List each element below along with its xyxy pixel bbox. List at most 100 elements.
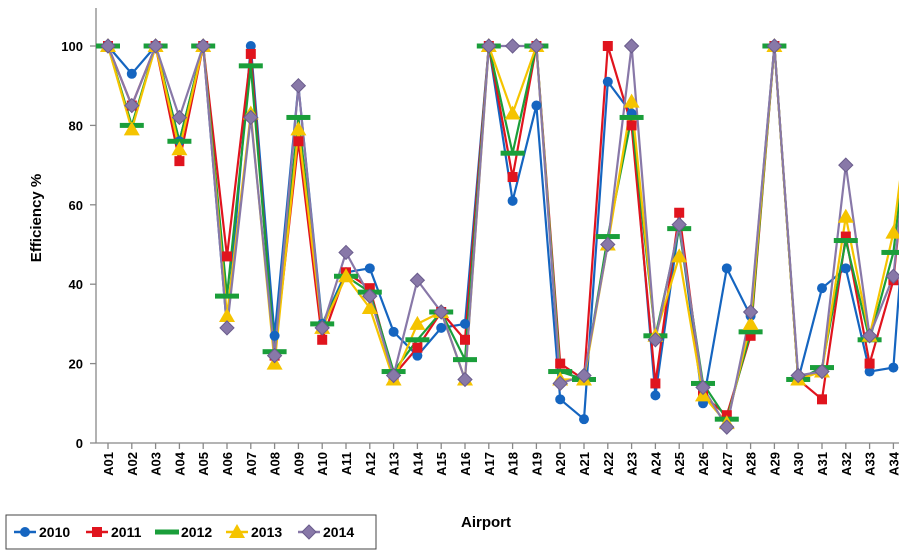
data-point-2014 [171,109,188,126]
data-point-2010 [555,394,566,405]
data-point-2012 [619,114,644,120]
x-tick-label: A07 [244,452,259,476]
data-point-2014 [742,304,759,320]
data-point-2011 [745,330,756,341]
data-point-2010 [864,366,875,377]
legend: 2010 2011 2012 2013 2014 [5,514,377,550]
x-tick-label: A05 [196,452,211,476]
data-point-2012 [286,114,311,120]
legend-label-2010: 2010 [39,524,70,540]
data-point-2010 [507,195,518,206]
data-point-2014 [814,363,830,380]
x-tick-label: A32 [839,452,854,476]
data-point-2014 [409,272,426,288]
x-tick-label: A04 [172,451,187,476]
x-tick-label: A01 [101,452,116,476]
x-tick-label: A29 [767,452,782,476]
y-tick-label: 40 [69,277,83,292]
series-line-2014 [106,44,899,429]
x-tick-label: A23 [625,452,640,476]
series-2010 [107,44,899,421]
data-point-2013 [171,141,188,156]
data-point-2014 [266,347,283,364]
legend-marker-2014 [301,524,317,540]
series-layer [96,38,899,435]
series-line-2010 [107,44,899,421]
y-tick-label: 60 [69,198,83,213]
data-point-2013 [837,208,854,223]
data-point-2014 [481,38,497,54]
data-point-2012 [453,357,477,363]
x-tick-label: A08 [268,452,283,476]
y-ticks: 0 20 40 60 80 100 [61,39,96,451]
data-point-2014 [671,216,687,233]
data-point-2012 [833,238,858,244]
data-point-2014 [528,38,545,54]
series-2013 [106,44,899,425]
x-tick-label: A13 [387,452,402,476]
x-tick-label: A34 [886,451,899,476]
data-point-2014 [385,367,402,384]
series-2012 [106,44,899,421]
x-tick-label: A02 [125,452,140,476]
x-tick-label: A19 [529,452,544,476]
series-2014 [106,44,899,429]
x-tick-label: A22 [601,452,616,476]
x-tick-label: A15 [434,452,449,476]
x-tick-label: A27 [720,452,735,476]
data-point-2013 [623,93,640,108]
x-ticks: A01 A02 A03 A04 A05 A06 A07 A08 A09 A10 A11 A12 A13 A… [101,443,899,476]
data-point-2014 [790,367,806,384]
data-point-2014 [219,320,235,336]
data-point-2010 [650,390,661,401]
data-point-2014 [885,268,899,284]
data-point-2013 [504,105,521,120]
legend-marker-2010 [20,527,30,537]
data-point-2013 [361,300,378,315]
data-point-2014 [766,38,783,54]
data-point-2011 [460,334,470,345]
x-tick-label: A11 [339,452,354,475]
data-point-2012 [238,63,263,69]
data-point-2013 [409,315,426,330]
series-markers-2014 [100,38,899,435]
data-point-2014 [600,236,616,253]
x-tick-label: A06 [220,452,235,476]
data-point-2010 [460,318,470,329]
data-point-2013 [290,121,307,136]
x-tick-label: A18 [506,452,521,476]
legend-label-2012: 2012 [181,524,212,540]
legend-marker-2013 [229,524,245,538]
data-point-2011 [245,48,256,59]
data-point-2013 [671,248,688,263]
x-tick-label: A14 [410,451,425,476]
data-point-2012 [405,337,430,343]
data-point-2014 [861,328,878,344]
x-tick-label: A28 [744,452,759,476]
data-point-2010 [579,414,589,425]
x-tick-label: A26 [696,452,711,476]
data-point-2011 [674,207,685,218]
data-point-2011 [174,156,185,167]
data-point-2010 [721,263,732,274]
data-point-2014 [433,304,449,320]
data-point-2014 [147,38,164,54]
data-point-2014 [504,38,521,54]
data-point-2010 [602,76,613,87]
y-tick-label: 20 [69,357,83,372]
data-point-2011 [650,378,661,389]
data-point-2011 [364,283,375,294]
x-tick-label: A24 [648,451,663,476]
data-point-2010 [436,322,447,333]
data-point-2010 [245,41,256,51]
series-line-2011 [106,44,899,417]
data-point-2010 [388,326,399,337]
legend-label-2011: 2011 [111,524,142,540]
data-point-2011 [626,120,637,131]
x-axis-title: Airport [461,514,511,531]
data-point-2011 [293,136,304,147]
x-tick-label: A33 [863,452,878,476]
data-point-2012 [881,249,899,255]
